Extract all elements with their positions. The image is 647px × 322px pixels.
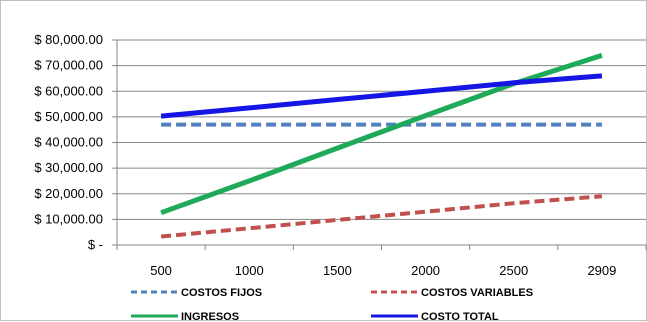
axes — [112, 39, 647, 250]
x-tick-labels: 500 1000 1500 2000 2500 2909 — [150, 263, 616, 278]
x-tick-label: 2909 — [587, 263, 616, 278]
x-tick-label: 1000 — [235, 263, 264, 278]
legend: COSTOS FIJOS COSTOS VARIABLES INGRESOS COST… — [131, 287, 533, 322]
y-tick-label: $ 20,000.00 — [34, 186, 103, 201]
series-lines — [160, 53, 603, 239]
series-line-costos-variables — [160, 194, 603, 239]
legend-label: INGRESOS — [181, 311, 239, 322]
x-tick-label: 2000 — [411, 263, 440, 278]
x-tick-label: 500 — [150, 263, 172, 278]
y-tick-labels: $ - $ 10,000.00 $ 20,000.00 $ 30,000.00 $ 40… — [34, 32, 103, 252]
series-line-ingresos — [160, 53, 603, 216]
gridlines — [117, 39, 646, 220]
y-tick-label: $ 80,000.00 — [34, 32, 103, 47]
x-tick-label: 2500 — [499, 263, 528, 278]
y-tick-label: $ 10,000.00 — [34, 211, 103, 226]
x-tick-label: 1500 — [323, 263, 352, 278]
series-line-costo-total — [160, 73, 603, 119]
y-tick-label: $ 30,000.00 — [34, 160, 103, 175]
legend-label: COSTOS FIJOS — [181, 287, 262, 299]
y-tick-label: $ 70,000.00 — [34, 58, 103, 73]
y-tick-label: $ 40,000.00 — [34, 135, 103, 150]
y-tick-label: $ - — [88, 237, 103, 252]
legend-label: COSTOS VARIABLES — [421, 287, 533, 299]
legend-label: COSTO TOTAL — [421, 311, 499, 322]
y-tick-label: $ 50,000.00 — [34, 109, 103, 124]
y-tick-label: $ 60,000.00 — [34, 83, 103, 98]
